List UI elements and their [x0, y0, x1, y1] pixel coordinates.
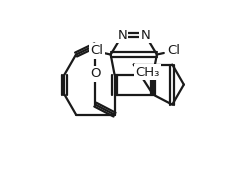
Text: N: N: [140, 29, 150, 42]
Text: Cl: Cl: [167, 44, 180, 57]
Text: N: N: [117, 29, 127, 42]
Text: Cl: Cl: [90, 44, 103, 57]
Text: CH₃: CH₃: [136, 66, 160, 79]
Text: O: O: [90, 67, 101, 80]
